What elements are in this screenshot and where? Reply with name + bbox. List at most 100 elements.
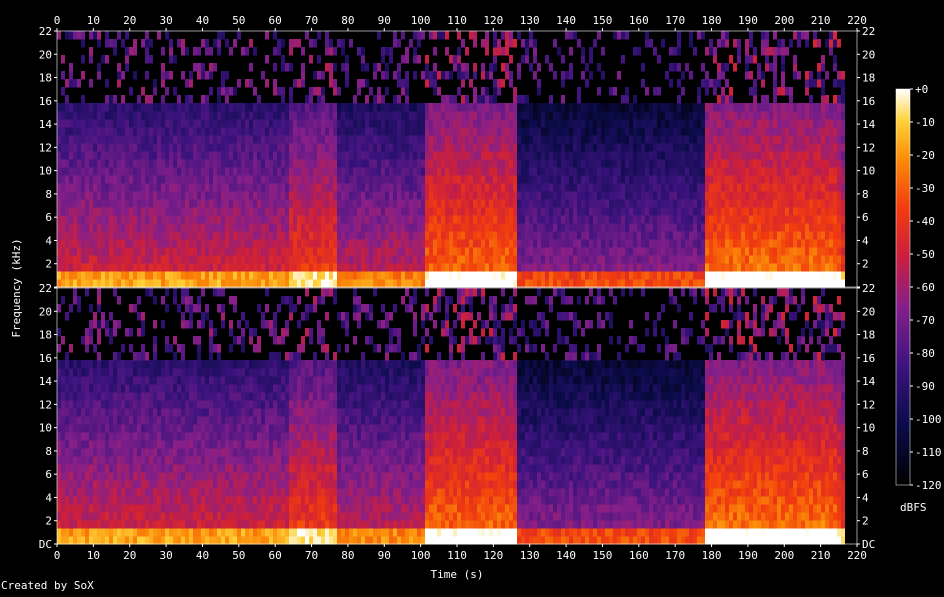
spectrogram-cell bbox=[621, 167, 625, 176]
spectrogram-cell bbox=[425, 55, 429, 64]
spectrogram-cell bbox=[377, 247, 381, 256]
spectrogram-cell bbox=[797, 31, 801, 40]
spectrogram-cell bbox=[193, 239, 197, 248]
spectrogram-cell bbox=[185, 119, 189, 128]
spectrogram-cell bbox=[229, 135, 233, 144]
spectrogram-cell bbox=[681, 183, 685, 192]
spectrogram-cell bbox=[729, 159, 733, 168]
spectrogram-cell bbox=[473, 103, 477, 112]
spectrogram-cell bbox=[93, 239, 97, 248]
spectrogram-cell bbox=[805, 135, 809, 144]
spectrogram-cell bbox=[729, 231, 733, 240]
spectrogram-cell bbox=[205, 223, 209, 232]
spectrogram-cell bbox=[565, 191, 569, 200]
spectrogram-cell bbox=[193, 135, 197, 144]
spectrogram-cell bbox=[697, 87, 701, 96]
spectrogram-cell bbox=[421, 159, 425, 168]
spectrogram-cell bbox=[765, 279, 769, 288]
spectrogram-cell bbox=[241, 159, 245, 168]
spectrogram-cell bbox=[629, 255, 633, 264]
spectrogram-cell bbox=[493, 183, 497, 192]
spectrogram-cell bbox=[525, 239, 529, 248]
spectrogram-cell bbox=[65, 183, 69, 192]
spectrogram-cell bbox=[529, 207, 533, 216]
spectrogram-cell bbox=[201, 183, 205, 192]
spectrogram-cell bbox=[105, 215, 109, 224]
spectrogram-cell bbox=[185, 111, 189, 120]
spectrogram-cell bbox=[273, 151, 277, 160]
spectrogram-cell bbox=[317, 87, 321, 96]
spectrogram-cell bbox=[93, 191, 97, 200]
spectrogram-cell bbox=[593, 223, 597, 232]
spectrogram-cell bbox=[221, 199, 225, 208]
spectrogram-cell bbox=[365, 135, 369, 144]
spectrogram-cell bbox=[689, 271, 693, 280]
spectrogram-cell bbox=[685, 183, 689, 192]
spectrogram-cell bbox=[97, 231, 101, 240]
spectrogram-cell bbox=[505, 71, 509, 80]
spectrogram-cell bbox=[625, 239, 629, 248]
spectrogram-cell bbox=[233, 191, 237, 200]
spectrogram-cell bbox=[589, 151, 593, 160]
spectrogram-cell bbox=[341, 239, 345, 248]
spectrogram-cell bbox=[529, 103, 533, 112]
spectrogram-cell bbox=[809, 143, 813, 152]
spectrogram-cell bbox=[225, 247, 229, 256]
spectrogram-cell bbox=[581, 175, 585, 184]
spectrogram-cell bbox=[597, 143, 601, 152]
spectrogram-cell bbox=[525, 119, 529, 128]
spectrogram-cell bbox=[477, 167, 481, 176]
spectrogram-cell bbox=[693, 191, 697, 200]
spectrogram-cell bbox=[617, 127, 621, 136]
spectrogram-cell bbox=[241, 239, 245, 248]
spectrogram-cell bbox=[817, 167, 821, 176]
spectrogram-cell bbox=[625, 231, 629, 240]
spectrogram-cell bbox=[633, 167, 637, 176]
spectrogram-cell bbox=[313, 159, 317, 168]
spectrogram-cell bbox=[181, 127, 185, 136]
spectrogram-cell bbox=[433, 31, 437, 40]
spectrogram-cell bbox=[733, 271, 737, 280]
spectrogram-cell bbox=[433, 127, 437, 136]
spectrogram-cell bbox=[697, 231, 701, 240]
spectrogram-cell bbox=[101, 191, 105, 200]
spectrogram-cell bbox=[753, 167, 757, 176]
spectrogram-cell bbox=[329, 79, 333, 88]
spectrogram-cell bbox=[421, 151, 425, 160]
spectrogram-cell bbox=[669, 255, 673, 264]
spectrogram-cell bbox=[501, 135, 505, 144]
spectrogram-cell bbox=[257, 167, 261, 176]
spectrogram-cell bbox=[445, 175, 449, 184]
spectrogram-cell bbox=[793, 199, 797, 208]
spectrogram-cell bbox=[453, 239, 457, 248]
spectrogram-cell bbox=[677, 95, 681, 104]
spectrogram-cell bbox=[789, 95, 793, 104]
spectrogram-cell bbox=[813, 207, 817, 216]
spectrogram-cell bbox=[457, 135, 461, 144]
spectrogram-cell bbox=[145, 103, 149, 112]
spectrogram-cell bbox=[793, 279, 797, 288]
spectrogram-cell bbox=[737, 239, 741, 248]
spectrogram-cell bbox=[477, 207, 481, 216]
spectrogram-cell bbox=[345, 191, 349, 200]
spectrogram-cell bbox=[781, 143, 785, 152]
spectrogram-cell bbox=[469, 239, 473, 248]
spectrogram-cell bbox=[521, 271, 525, 280]
spectrogram-cell bbox=[473, 191, 477, 200]
spectrogram-cell bbox=[209, 63, 213, 72]
spectrogram-cell bbox=[85, 151, 89, 160]
spectrogram-cell bbox=[561, 159, 565, 168]
spectrogram-cell bbox=[581, 279, 585, 288]
spectrogram-cell bbox=[509, 215, 513, 224]
spectrogram-cell bbox=[73, 183, 77, 192]
spectrogram-cell bbox=[717, 111, 721, 120]
spectrogram-cell bbox=[505, 255, 509, 264]
spectrogram-cell bbox=[457, 175, 461, 184]
spectrogram-cell bbox=[521, 143, 525, 152]
spectrogram-cell bbox=[201, 127, 205, 136]
spectrogram-cell bbox=[333, 151, 337, 160]
spectrogram-cell bbox=[737, 255, 741, 264]
spectrogram-cell bbox=[277, 183, 281, 192]
spectrogram-cell bbox=[361, 79, 365, 88]
spectrogram-cell bbox=[81, 71, 85, 80]
